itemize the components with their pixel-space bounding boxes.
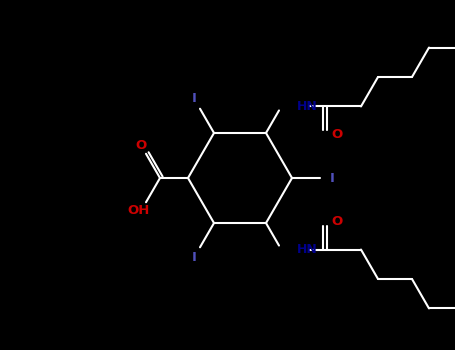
Text: I: I — [329, 172, 334, 184]
Text: I: I — [192, 251, 197, 264]
Text: O: O — [331, 128, 343, 141]
Text: I: I — [192, 92, 197, 105]
Text: HN: HN — [297, 100, 318, 113]
Text: OH: OH — [128, 204, 150, 217]
Text: HN: HN — [297, 243, 318, 256]
Text: O: O — [136, 139, 147, 152]
Text: O: O — [331, 215, 343, 228]
